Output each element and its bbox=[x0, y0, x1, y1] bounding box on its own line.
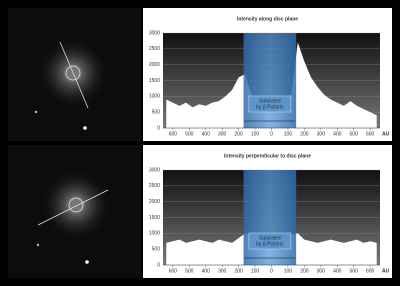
annotation: by β Pictoris bbox=[256, 104, 284, 110]
x-tick-label: 200 bbox=[234, 268, 243, 274]
annotation: Saturated bbox=[259, 98, 281, 104]
chart-title: Intensity along disc plane bbox=[237, 16, 298, 22]
saturation-band bbox=[243, 170, 297, 265]
x-tick-label: 600 bbox=[366, 268, 375, 274]
y-tick-label: 0 bbox=[157, 125, 160, 131]
x-tick-label: 200 bbox=[300, 268, 309, 274]
y-tick-label: 1000 bbox=[149, 94, 160, 100]
y-tick-label: 500 bbox=[152, 246, 161, 252]
x-tick-label: 500 bbox=[185, 131, 194, 137]
x-tick-label: 200 bbox=[234, 131, 243, 137]
x-axis-label: AU bbox=[382, 268, 390, 274]
y-tick-label: 1000 bbox=[149, 231, 160, 237]
x-tick-label: 100 bbox=[251, 131, 260, 137]
annotation: Saturated bbox=[259, 235, 281, 241]
annotation-box bbox=[248, 95, 292, 113]
x-tick-label: 300 bbox=[317, 268, 326, 274]
x-tick-label: 600 bbox=[169, 268, 178, 274]
x-tick-label: 300 bbox=[218, 268, 227, 274]
x-tick-label: 400 bbox=[333, 268, 342, 274]
x-tick-label: 500 bbox=[350, 268, 359, 274]
x-tick-label: 400 bbox=[202, 268, 211, 274]
x-tick-label: 100 bbox=[284, 268, 293, 274]
image-bottom bbox=[8, 145, 141, 278]
x-tick-label: 400 bbox=[202, 131, 211, 137]
chart-title: Intensity perpendicular to disc plane bbox=[224, 153, 311, 159]
x-tick-label: 600 bbox=[366, 131, 375, 137]
x-axis-label: AU bbox=[382, 131, 390, 137]
x-tick-label: 0 bbox=[270, 268, 273, 274]
y-tick-label: 2500 bbox=[149, 46, 160, 52]
y-tick-label: 1500 bbox=[149, 78, 160, 84]
annotation-box bbox=[248, 232, 292, 250]
saturation-band bbox=[243, 33, 297, 128]
x-tick-label: 200 bbox=[300, 131, 309, 137]
x-tick-label: 400 bbox=[333, 131, 342, 137]
area bbox=[166, 42, 377, 128]
y-tick-label: 1500 bbox=[149, 215, 160, 221]
x-tick-label: 600 bbox=[169, 131, 178, 137]
y-tick-label: 0 bbox=[157, 262, 160, 268]
x-tick-label: 0 bbox=[270, 131, 273, 137]
x-tick-label: 500 bbox=[350, 131, 359, 137]
y-tick-label: 2500 bbox=[149, 183, 160, 189]
x-tick-label: 100 bbox=[284, 131, 293, 137]
y-tick-label: 3000 bbox=[149, 167, 160, 173]
y-tick-label: 500 bbox=[152, 109, 161, 115]
y-tick-label: 2000 bbox=[149, 199, 160, 205]
x-tick-label: 100 bbox=[251, 268, 260, 274]
x-tick-label: 500 bbox=[185, 268, 194, 274]
x-tick-label: 300 bbox=[218, 131, 227, 137]
annotation: by β Pictoris bbox=[256, 241, 284, 247]
y-tick-label: 2000 bbox=[149, 62, 160, 68]
x-tick-label: 300 bbox=[317, 131, 326, 137]
image-top bbox=[8, 8, 141, 141]
y-tick-label: 3000 bbox=[149, 30, 160, 36]
